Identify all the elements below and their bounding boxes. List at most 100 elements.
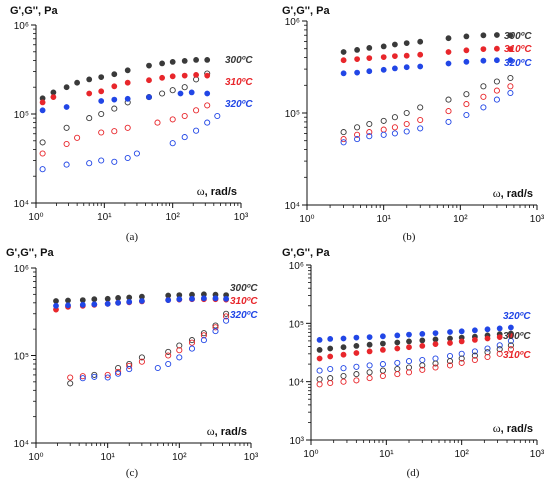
loss-modulus-point [188, 337, 196, 344]
loss-modulus-point [133, 150, 140, 157]
loss-modulus-point [394, 371, 401, 378]
loss-modulus-point [340, 372, 347, 380]
legend-entry-320: 320ºC [230, 310, 258, 321]
loss-modulus-point [193, 127, 200, 134]
loss-modulus-point [188, 339, 196, 346]
loss-modulus-point [471, 348, 478, 355]
loss-modulus-point [98, 129, 105, 136]
loss-modulus-point [419, 362, 426, 369]
storage-modulus-point [111, 71, 118, 78]
y-tick-label: 10⁴ [14, 439, 29, 450]
x-tick-label: 10³ [530, 449, 545, 460]
loss-modulus-point [484, 345, 491, 352]
storage-modulus-point [327, 353, 334, 360]
x-axis-label: ω, rad/s [207, 424, 247, 438]
storage-modulus-point [471, 327, 478, 334]
y-axis-label: G',G'', Pa [282, 5, 330, 17]
storage-modulus-point [204, 90, 211, 97]
storage-modulus-point [177, 90, 184, 97]
loss-modulus-point [67, 374, 74, 381]
loss-modulus-point [79, 375, 86, 382]
loss-modulus-point [493, 78, 500, 85]
storage-modulus-point [104, 295, 111, 302]
x-axis-unit: , rad/s [501, 423, 533, 435]
storage-modulus-point [115, 299, 121, 306]
storage-modulus-point [111, 96, 118, 103]
storage-modulus-point [165, 297, 172, 303]
storage-modulus-point [189, 295, 195, 302]
loss-modulus-point [340, 365, 347, 372]
series-storage-320 [39, 89, 211, 114]
storage-modulus-point [126, 298, 133, 305]
y-tick-label: 10³ [290, 436, 305, 447]
loss-modulus-point [458, 350, 465, 357]
x-tick-label: 10² [454, 449, 469, 460]
y-axis-label: G',G'', Pa [282, 247, 330, 259]
storage-modulus-point [471, 336, 478, 343]
storage-modulus-point [353, 334, 360, 341]
x-axis-symbol: ω [197, 184, 205, 198]
y-tick-label: 10⁶ [285, 17, 300, 28]
loss-modulus-point [458, 355, 465, 362]
series-storage-310 [340, 45, 514, 64]
storage-modulus-point [124, 95, 131, 102]
x-axis-label: ω, rad/s [493, 186, 533, 200]
storage-modulus-point [204, 72, 211, 79]
storage-modulus-point [419, 330, 426, 337]
y-axis-label: G',G'', Pa [6, 247, 54, 259]
storage-modulus-point [445, 60, 452, 67]
storage-modulus-point [406, 338, 412, 345]
storage-modulus-point [496, 325, 503, 332]
y-tick-label: 10⁴ [285, 201, 300, 212]
loss-modulus-point [169, 116, 176, 123]
loss-modulus-point [507, 337, 514, 344]
loss-modulus-point [176, 347, 183, 354]
x-axis-label: ω, rad/s [197, 184, 237, 198]
storage-modulus-point [176, 296, 183, 303]
loss-modulus-point [463, 111, 470, 119]
storage-modulus-point [366, 68, 373, 75]
storage-modulus-point [316, 336, 323, 343]
loss-modulus-point [340, 129, 347, 136]
loss-modulus-point [496, 350, 503, 357]
loss-modulus-point [496, 346, 503, 353]
series-loss-310 [39, 102, 211, 157]
series-storage-300 [316, 330, 514, 353]
storage-modulus-point [493, 57, 500, 64]
storage-modulus-point [340, 344, 347, 351]
storage-modulus-point [394, 339, 401, 346]
storage-modulus-point [223, 295, 229, 302]
loss-modulus-point [403, 128, 410, 135]
loss-modulus-point [200, 330, 207, 337]
loss-modulus-point [340, 136, 347, 143]
loss-modulus-point [138, 358, 145, 365]
storage-modulus-point [111, 83, 118, 90]
loss-modulus-point [391, 114, 398, 121]
loss-modulus-point [126, 366, 133, 373]
panel-label: (d) [407, 467, 420, 479]
x-tick-label: 10² [453, 214, 468, 225]
storage-modulus-point [188, 89, 195, 96]
storage-modulus-point [146, 94, 152, 100]
storage-modulus-point [480, 57, 487, 64]
loss-modulus-point [39, 139, 46, 146]
loss-modulus-point [419, 356, 426, 364]
storage-modulus-point [496, 334, 503, 340]
storage-modulus-point [50, 94, 57, 100]
loss-modulus-point [214, 112, 221, 120]
storage-modulus-point [379, 340, 386, 347]
loss-modulus-point [480, 93, 487, 100]
series-storage-310 [316, 332, 514, 362]
storage-modulus-point [159, 74, 165, 81]
storage-modulus-point [63, 84, 70, 91]
loss-modulus-point [340, 378, 347, 385]
loss-modulus-point [39, 166, 46, 173]
series-storage-300 [39, 57, 211, 102]
loss-modulus-point [507, 346, 514, 353]
storage-modulus-point [124, 67, 131, 74]
loss-modulus-point [169, 140, 176, 147]
x-tick-label: 10² [165, 212, 180, 223]
loss-modulus-point [212, 328, 219, 335]
panel-label: (b) [403, 231, 416, 243]
loss-modulus-point [154, 364, 161, 372]
